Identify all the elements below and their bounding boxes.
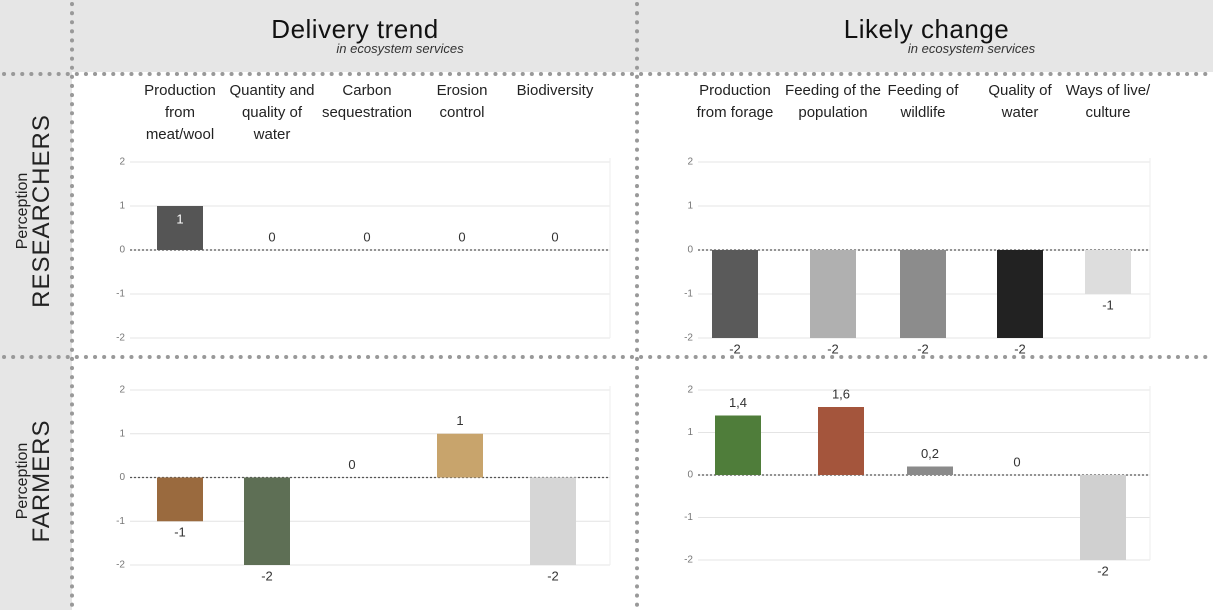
value-label: 0 <box>1013 454 1020 469</box>
value-label: -2 <box>261 568 273 583</box>
value-label: -2 <box>1097 563 1109 578</box>
row-header: Perception FARMERS <box>14 351 56 610</box>
x-category-label: Ways of live/ culture <box>1065 82 1151 121</box>
value-label: 0 <box>458 229 465 244</box>
y-tick-label: -2 <box>116 560 125 571</box>
x-category-label: Erosion control <box>436 82 488 121</box>
header-band <box>0 0 1213 72</box>
side-band <box>0 0 72 610</box>
column-header: Likely change in ecosystem services <box>640 14 1213 56</box>
bar <box>907 466 953 475</box>
x-category-label: Feeding of wildlife <box>887 82 959 121</box>
value-label: 1 <box>456 413 463 428</box>
value-label: 0 <box>268 229 275 244</box>
row-title: FARMERS <box>28 419 55 543</box>
value-label: -2 <box>1014 341 1026 356</box>
value-label: -1 <box>1102 297 1114 312</box>
bar <box>900 250 946 338</box>
y-tick-label: 0 <box>119 472 125 483</box>
row-header: Perception RESEARCHERS <box>14 81 56 341</box>
y-tick-label: 1 <box>687 427 693 438</box>
row-title: RESEARCHERS <box>28 114 55 308</box>
bar <box>244 477 290 565</box>
x-category-label: Production from forage <box>696 82 774 121</box>
y-tick-label: 2 <box>119 385 125 396</box>
column-title: Delivery trend <box>271 14 439 44</box>
y-tick-label: 0 <box>687 245 693 256</box>
value-label: -2 <box>827 341 839 356</box>
y-tick-label: 1 <box>687 201 693 212</box>
value-label: 1 <box>176 211 183 226</box>
bar <box>810 250 856 338</box>
value-label: 0,2 <box>921 446 939 461</box>
x-category-label: Carbon sequestration <box>321 82 413 121</box>
bar <box>157 477 203 522</box>
bar <box>712 250 758 338</box>
bar <box>157 206 203 250</box>
y-tick-label: -1 <box>116 289 125 300</box>
value-label: 0 <box>551 229 558 244</box>
y-tick-label: -1 <box>684 289 693 300</box>
bar <box>1080 475 1126 560</box>
bar <box>437 433 483 478</box>
x-category-label: Quality of water <box>988 82 1052 121</box>
y-tick-label: -2 <box>684 555 693 566</box>
bar <box>818 407 864 475</box>
y-tick-label: -1 <box>684 512 693 523</box>
y-tick-label: 1 <box>119 201 125 212</box>
bar <box>530 477 576 565</box>
column-title: Likely change <box>843 14 1010 44</box>
y-tick-label: -2 <box>684 333 693 344</box>
bar <box>997 250 1043 338</box>
y-tick-label: -1 <box>116 516 125 527</box>
y-tick-label: 2 <box>119 157 125 168</box>
y-tick-label: 1 <box>119 428 125 439</box>
column-subtitle: in ecosystem services <box>907 41 1036 56</box>
value-label: -1 <box>174 525 186 540</box>
column-subtitle: in ecosystem services <box>336 41 464 56</box>
y-tick-label: 0 <box>687 470 693 481</box>
value-label: 0 <box>363 229 370 244</box>
column-header: Delivery trend in ecosystem services <box>75 14 635 56</box>
x-category-label: Production from meat/wool <box>144 82 216 143</box>
y-tick-label: 2 <box>687 157 693 168</box>
value-label: 1,4 <box>729 395 747 410</box>
y-tick-label: -2 <box>116 333 125 344</box>
x-category-label: Biodiversity <box>516 82 594 99</box>
value-label: -2 <box>917 341 929 356</box>
value-label: -2 <box>547 568 559 583</box>
value-label: 1,6 <box>832 386 850 401</box>
y-tick-label: 2 <box>687 385 693 396</box>
bar <box>1085 250 1131 294</box>
x-category-label: Feeding of the population <box>785 82 881 121</box>
value-label: 0 <box>348 457 355 472</box>
value-label: -2 <box>729 341 741 356</box>
bar <box>715 415 761 475</box>
x-category-label: Quantity and quality of water <box>229 82 315 143</box>
y-tick-label: 0 <box>119 245 125 256</box>
